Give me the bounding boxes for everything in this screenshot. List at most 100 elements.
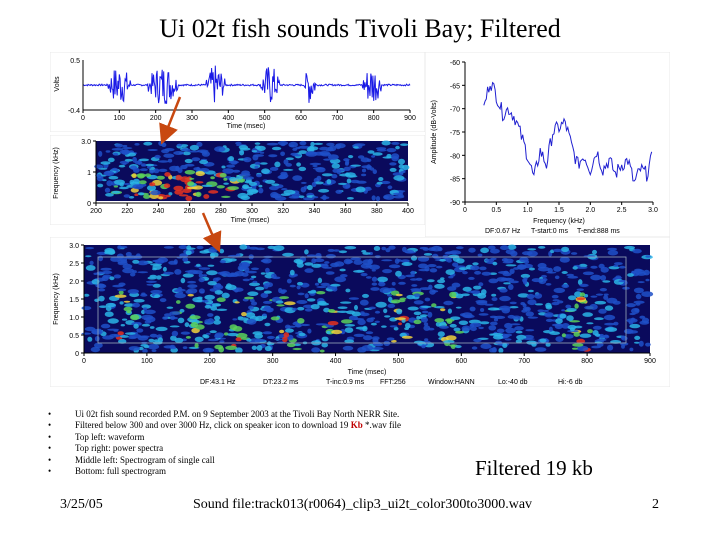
call-spectrogram-cell [107, 157, 115, 163]
full-spectrogram-cell [297, 306, 305, 311]
call-spectrogram-cell [254, 142, 261, 145]
full-spectrogram-cell [381, 259, 393, 262]
full-spectrogram-cell [398, 322, 402, 326]
full-spectrogram-cell [582, 312, 593, 317]
call-spectrogram-cell [258, 184, 263, 188]
full-spectrogram-cell [126, 310, 132, 314]
full-spectrogram-cell [273, 245, 285, 251]
full-spectrogram-cell [142, 348, 148, 354]
full-spectrogram-cell [334, 276, 347, 283]
call-spectrogram-cell [386, 148, 397, 153]
full-spectrogram-cell [429, 268, 438, 273]
full-spectrogram-cell [566, 308, 577, 312]
full-spectrogram-cell [594, 333, 601, 337]
call-spectrogram-cell [154, 154, 161, 159]
full-spectrogram-cell [85, 255, 92, 258]
call-spectrogram-cell [315, 167, 326, 173]
call-spectrogram-cell [321, 173, 333, 177]
call-spectrogram-cell [132, 156, 137, 163]
full-spectrogram-cell [545, 283, 552, 286]
full-spectrogram-cell [117, 259, 128, 264]
full-spectrogram-cell [214, 290, 223, 295]
call-spectrogram-cell [380, 180, 391, 185]
full-spectrogram-cell [187, 280, 197, 284]
full-spectrogram-cell [404, 327, 409, 330]
full-spectrogram-cell [492, 335, 504, 340]
call-spectrogram-cell [271, 146, 282, 151]
full-spectrogram-cell [389, 325, 398, 328]
full-spectrogram-cell [198, 267, 211, 270]
call-spectrogram-cell [176, 143, 182, 147]
full-spectrogram-cell [304, 249, 309, 255]
full-spectrogram-cell [152, 264, 162, 270]
full-spectrogram-cell [381, 246, 387, 251]
full-spectrogram-cell [202, 347, 215, 353]
full-spectrogram-cell [552, 248, 563, 253]
full-spectrogram-cell [541, 274, 547, 278]
call-spectrogram-cell [335, 143, 346, 149]
full-spectrogram-cell [491, 293, 497, 297]
full-spectrogram-cell [385, 248, 391, 253]
call-spectrogram-cell [251, 150, 258, 153]
full-spectrogram-cell [338, 250, 348, 254]
full-spectrogram-y-tick-label: 2.0 [69, 279, 79, 286]
full-spectrogram-cell [411, 284, 418, 287]
full-spectrogram-cell [480, 343, 492, 349]
full-spectrogram-cell [198, 277, 205, 283]
full-spectrogram-cell [612, 300, 621, 305]
full-spectrogram-cell [549, 331, 560, 335]
full-spectrogram-cell [534, 303, 544, 306]
call-spectrogram-cell [227, 186, 240, 191]
full-spectrogram-cell [449, 291, 457, 298]
full-spectrogram-cell [344, 327, 354, 333]
full-spectrogram-x-tick-label: 500 [393, 358, 405, 365]
call-spectrogram-x-tick-label: 300 [246, 208, 258, 215]
full-spectrogram-cell [394, 317, 406, 320]
full-spectrogram-cell [387, 294, 392, 297]
full-spectrogram-cell [405, 322, 411, 329]
full-spectrogram-cell [213, 319, 222, 325]
download-kb-link[interactable]: Kb [350, 420, 363, 431]
call-spectrogram-cell [381, 140, 391, 146]
full-spectrogram-cell [322, 266, 333, 269]
call-spectrogram-cell [98, 150, 103, 157]
call-spectrogram-cell [145, 173, 152, 177]
call-spectrogram-cell [104, 187, 111, 193]
call-spectrogram-cell [187, 150, 200, 153]
footer-page-number: 2 [652, 497, 659, 512]
full-spectrogram-cell [227, 332, 239, 337]
full-spectrogram-cell [627, 273, 634, 277]
full-spectrogram-cell [162, 316, 168, 320]
call-spectrogram-cell [323, 158, 332, 161]
call-spectrogram-cell [367, 150, 375, 154]
full-spectrogram-cell [128, 346, 140, 351]
call-spectrogram-cell [345, 184, 350, 189]
full-spectrogram-cell [196, 245, 204, 250]
full-spectrogram-cell [635, 302, 641, 306]
call-spectrogram-cell [103, 170, 115, 177]
call-spectrogram-cell [335, 189, 343, 194]
full-spectrogram-cell [179, 308, 185, 313]
full-spectrogram-cell [207, 281, 217, 286]
call-spectrogram-cell [122, 162, 127, 165]
call-spectrogram-cell [258, 187, 264, 194]
full-spectrogram-cell [551, 301, 560, 306]
full-spectrogram-cell [632, 248, 642, 254]
call-spectrogram-cell [248, 189, 259, 193]
call-spectrogram-cell [208, 190, 219, 194]
full-spectrogram-cell [262, 331, 273, 335]
full-spectrogram-cell [435, 321, 442, 327]
full-spectrogram-cell [491, 332, 504, 336]
call-spectrogram-cell [254, 165, 259, 169]
full-spectrogram-cell [416, 315, 421, 320]
waveform-x-tick-label: 600 [295, 115, 307, 122]
full-spectrogram-cell [512, 315, 521, 320]
full-spectrogram-cell [579, 292, 586, 297]
full-spectrogram-cell [578, 263, 588, 268]
full-spectrogram-cell [148, 338, 155, 343]
full-spectrogram-cell [498, 271, 510, 274]
call-spectrogram-cell [134, 193, 139, 196]
notes-list: Ui 02t fish sound recorded P.M. on 9 Sep… [48, 409, 401, 478]
full-spectrogram-cell [423, 253, 433, 256]
full-spectrogram-cell [555, 318, 563, 324]
